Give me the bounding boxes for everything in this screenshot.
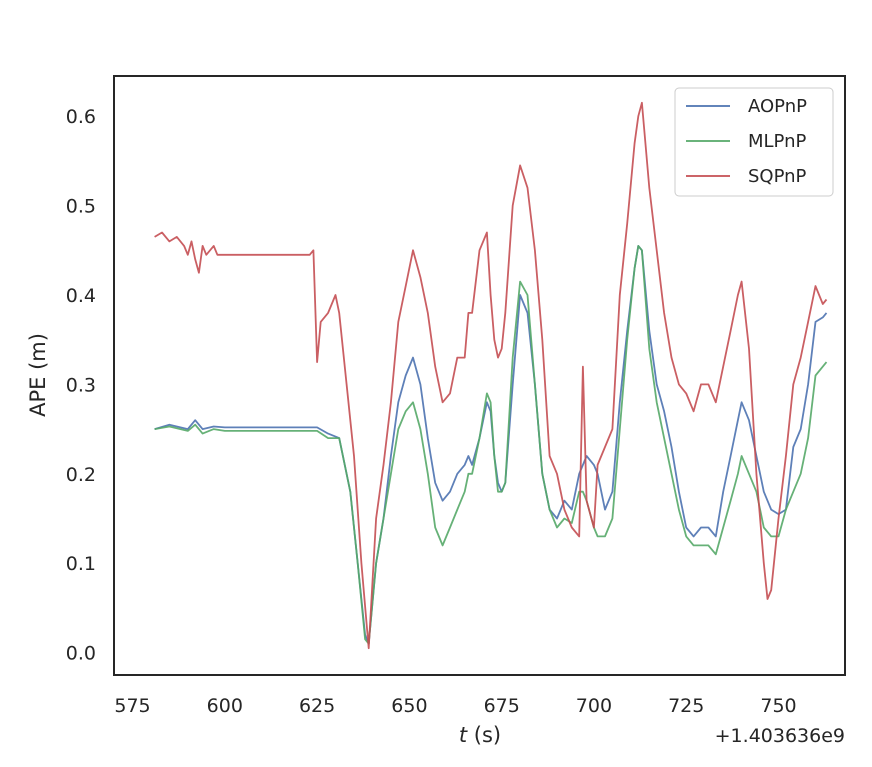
legend-label-mlpnp: MLPnP <box>748 131 807 152</box>
legend-label-sqpnp: SQPnP <box>748 166 807 187</box>
x-axis-label: t (s) <box>459 723 501 747</box>
y-tick-label: 0.4 <box>66 285 96 307</box>
legend-label-aopnp: AOPnP <box>748 96 807 117</box>
x-tick-label: 700 <box>576 695 612 717</box>
y-axis-label: APE (m) <box>26 333 50 417</box>
x-tick-label: 625 <box>299 695 335 717</box>
x-offset-label: +1.403636e9 <box>715 725 845 747</box>
y-tick-label: 0.0 <box>66 643 96 665</box>
plot-frame <box>113 75 846 676</box>
y-tick-label: 0.5 <box>66 196 96 218</box>
legend-items: AOPnP MLPnP SQPnP <box>686 96 807 187</box>
x-tick-label: 600 <box>207 695 243 717</box>
legend-box <box>674 87 834 197</box>
y-tick-label: 0.6 <box>66 106 96 128</box>
y-tick-label: 0.2 <box>66 464 96 486</box>
series-layer <box>154 101 828 650</box>
x-tick-label: 725 <box>668 695 704 717</box>
x-tick-label: 675 <box>484 695 520 717</box>
x-tick-label: 650 <box>391 695 427 717</box>
series-line-sqpnp <box>154 101 828 650</box>
x-axis-variable: t <box>459 723 468 747</box>
x-tick-labels: 575 600 625 650 675 700 725 750 <box>114 695 796 717</box>
y-tick-label: 0.3 <box>66 374 96 396</box>
y-tick-labels: 0.0 0.1 0.2 0.3 0.4 0.5 0.6 <box>66 106 96 664</box>
x-tick-label: 575 <box>114 695 150 717</box>
legend: AOPnP MLPnP SQPnP <box>674 87 834 197</box>
y-tick-label: 0.1 <box>66 553 96 575</box>
x-axis-unit: (s) <box>467 723 501 747</box>
x-tick-label: 750 <box>760 695 796 717</box>
series-line-mlpnp <box>154 245 828 645</box>
